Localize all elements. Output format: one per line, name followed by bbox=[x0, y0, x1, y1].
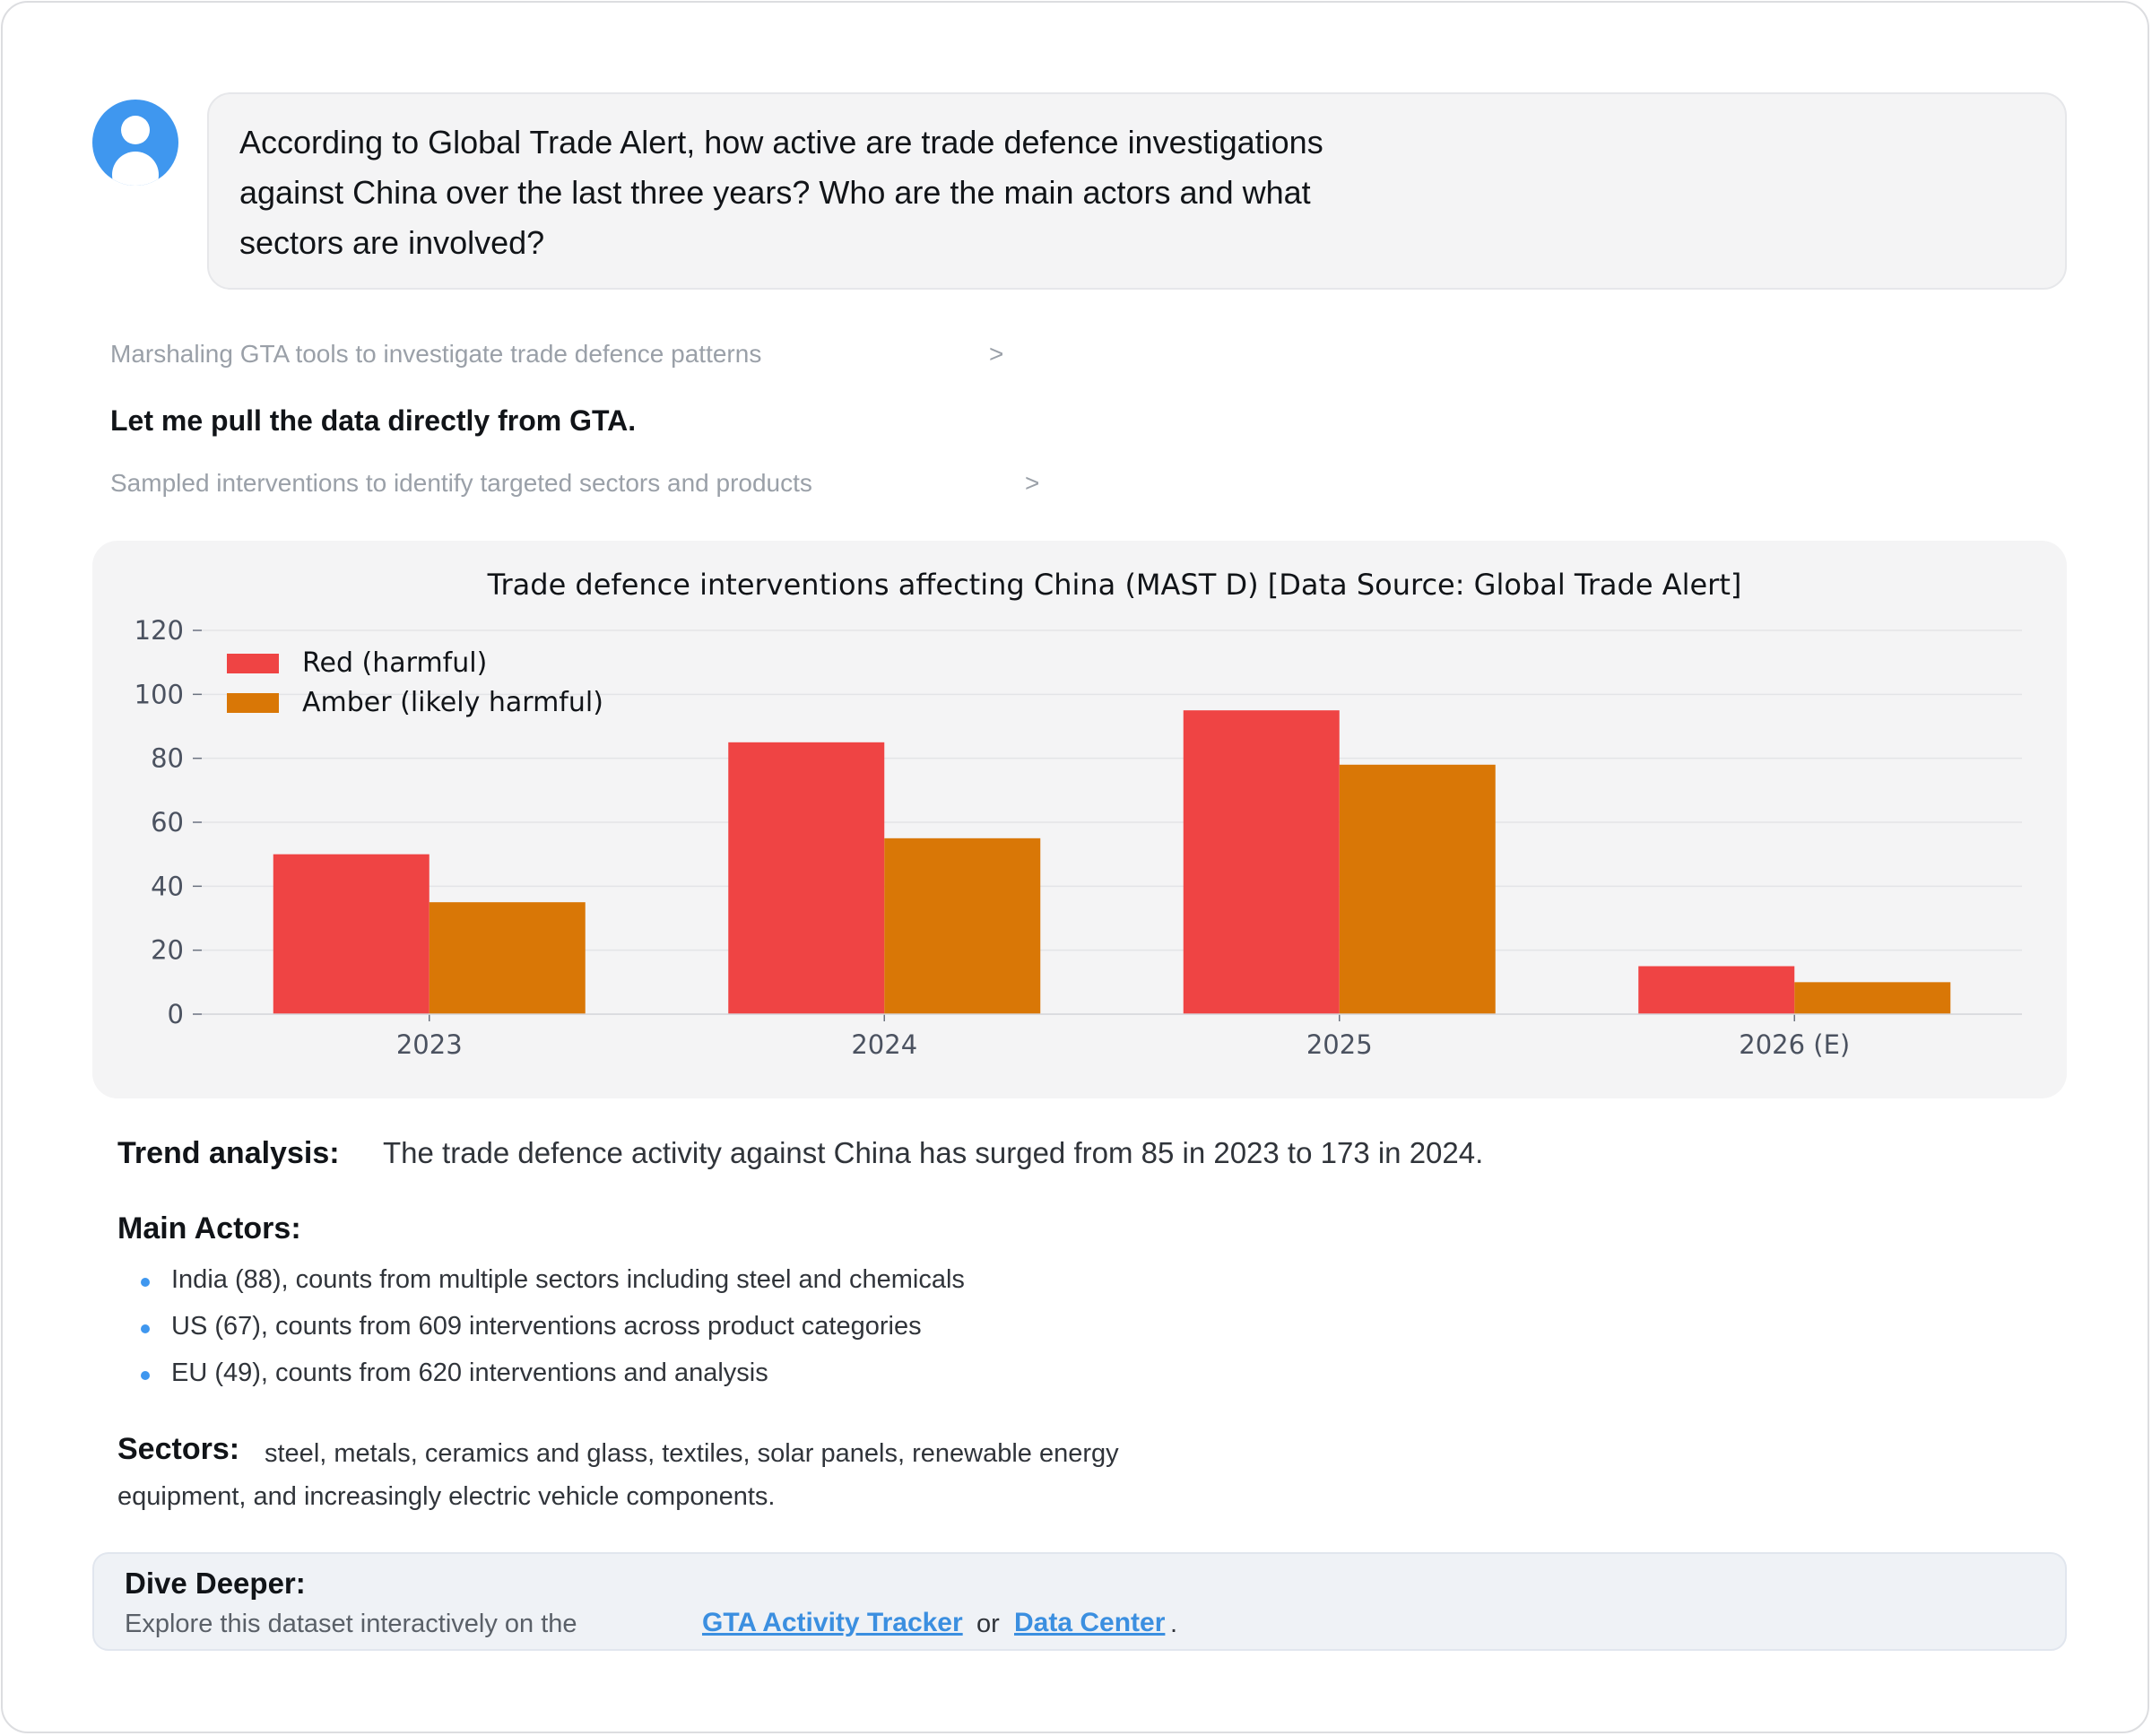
list-item: India (88), counts from multiple sectors… bbox=[137, 1265, 965, 1312]
bullet-icon bbox=[141, 1371, 150, 1380]
or-text: or bbox=[976, 1610, 1000, 1638]
data-center-link[interactable]: Data Center bbox=[1014, 1608, 1166, 1637]
actor-text: US (67), counts from 609 interventions a… bbox=[171, 1312, 922, 1341]
dive-deeper-title: Dive Deeper: bbox=[125, 1567, 306, 1600]
dive-deeper-box: Dive Deeper: Explore this dataset intera… bbox=[92, 1552, 2067, 1651]
bar-2026E-series-1 bbox=[1794, 982, 1951, 1014]
period-text: . bbox=[1170, 1610, 1178, 1638]
user-message-line: According to Global Trade Alert, how act… bbox=[239, 124, 1323, 161]
actor-text: EU (49), counts from 620 interventions a… bbox=[171, 1358, 768, 1387]
bullet-icon bbox=[141, 1278, 150, 1287]
bar-2024-series-1 bbox=[884, 838, 1041, 1014]
bullet-icon bbox=[141, 1324, 150, 1333]
x-tick-label: 2025 bbox=[1306, 1029, 1373, 1060]
avatar-head bbox=[121, 116, 150, 144]
list-item: EU (49), counts from 620 interventions a… bbox=[137, 1358, 965, 1405]
chart-title: Trade defence interventions affecting Ch… bbox=[487, 568, 1742, 602]
step-marshaling-tools[interactable]: Marshaling GTA tools to investigate trad… bbox=[110, 340, 762, 368]
y-tick-label: 80 bbox=[151, 743, 184, 774]
trend-text: The trade defence activity against China… bbox=[383, 1136, 1484, 1169]
bar-2025-series-0 bbox=[1183, 710, 1340, 1014]
bar-2026E-series-0 bbox=[1638, 966, 1795, 1014]
gta-activity-tracker-link[interactable]: GTA Activity Tracker bbox=[702, 1608, 963, 1637]
actors-list: India (88), counts from multiple sectors… bbox=[137, 1265, 965, 1405]
main-actors-label: Main Actors: bbox=[117, 1211, 301, 1246]
bar-2024-series-0 bbox=[728, 742, 885, 1014]
sectors-label: Sectors: bbox=[117, 1432, 240, 1466]
user-avatar-icon bbox=[92, 100, 178, 186]
y-tick-label: 20 bbox=[151, 935, 184, 966]
user-message-bubble: According to Global Trade Alert, how act… bbox=[207, 92, 2067, 290]
bar-chart: Trade defence interventions affecting Ch… bbox=[134, 568, 2022, 1060]
y-tick-label: 120 bbox=[134, 615, 184, 646]
avatar-body bbox=[112, 152, 159, 186]
y-tick-label: 0 bbox=[168, 999, 184, 1029]
dive-deeper-text: Explore this dataset interactively on th… bbox=[125, 1610, 577, 1638]
y-tick-label: 60 bbox=[151, 807, 184, 838]
bar-2023-series-0 bbox=[273, 854, 430, 1014]
user-message-line: against China over the last three years?… bbox=[239, 174, 1311, 211]
user-message-text: According to Global Trade Alert, how act… bbox=[239, 117, 1432, 268]
chevron-right-icon[interactable]: > bbox=[1025, 469, 1040, 497]
x-tick-label: 2026 (E) bbox=[1739, 1029, 1850, 1060]
trend-label: Trend analysis: bbox=[117, 1136, 340, 1170]
legend-swatch-0 bbox=[227, 654, 279, 673]
legend-label-1: Amber (likely harmful) bbox=[302, 687, 603, 718]
x-tick-label: 2024 bbox=[851, 1029, 917, 1060]
y-tick-label: 100 bbox=[134, 679, 184, 709]
list-item: US (67), counts from 609 interventions a… bbox=[137, 1312, 965, 1358]
bar-2023-series-1 bbox=[429, 902, 586, 1014]
user-message-line: sectors are involved? bbox=[239, 224, 545, 261]
x-tick-label: 2023 bbox=[396, 1029, 463, 1060]
sectors-text: steel, metals, ceramics and glass, texti… bbox=[117, 1439, 1119, 1511]
y-tick-label: 40 bbox=[151, 871, 184, 901]
chevron-right-icon[interactable]: > bbox=[989, 340, 1004, 368]
legend-swatch-1 bbox=[227, 693, 279, 713]
step-sampled-interventions[interactable]: Sampled interventions to identify target… bbox=[110, 469, 812, 497]
assistant-intro: Let me pull the data directly from GTA. bbox=[110, 404, 637, 437]
bar-2025-series-1 bbox=[1339, 764, 1496, 1014]
legend-label-0: Red (harmful) bbox=[302, 647, 487, 679]
chart-card: Trade defence interventions affecting Ch… bbox=[92, 541, 2067, 1098]
actor-text: India (88), counts from multiple sectors… bbox=[171, 1265, 965, 1294]
